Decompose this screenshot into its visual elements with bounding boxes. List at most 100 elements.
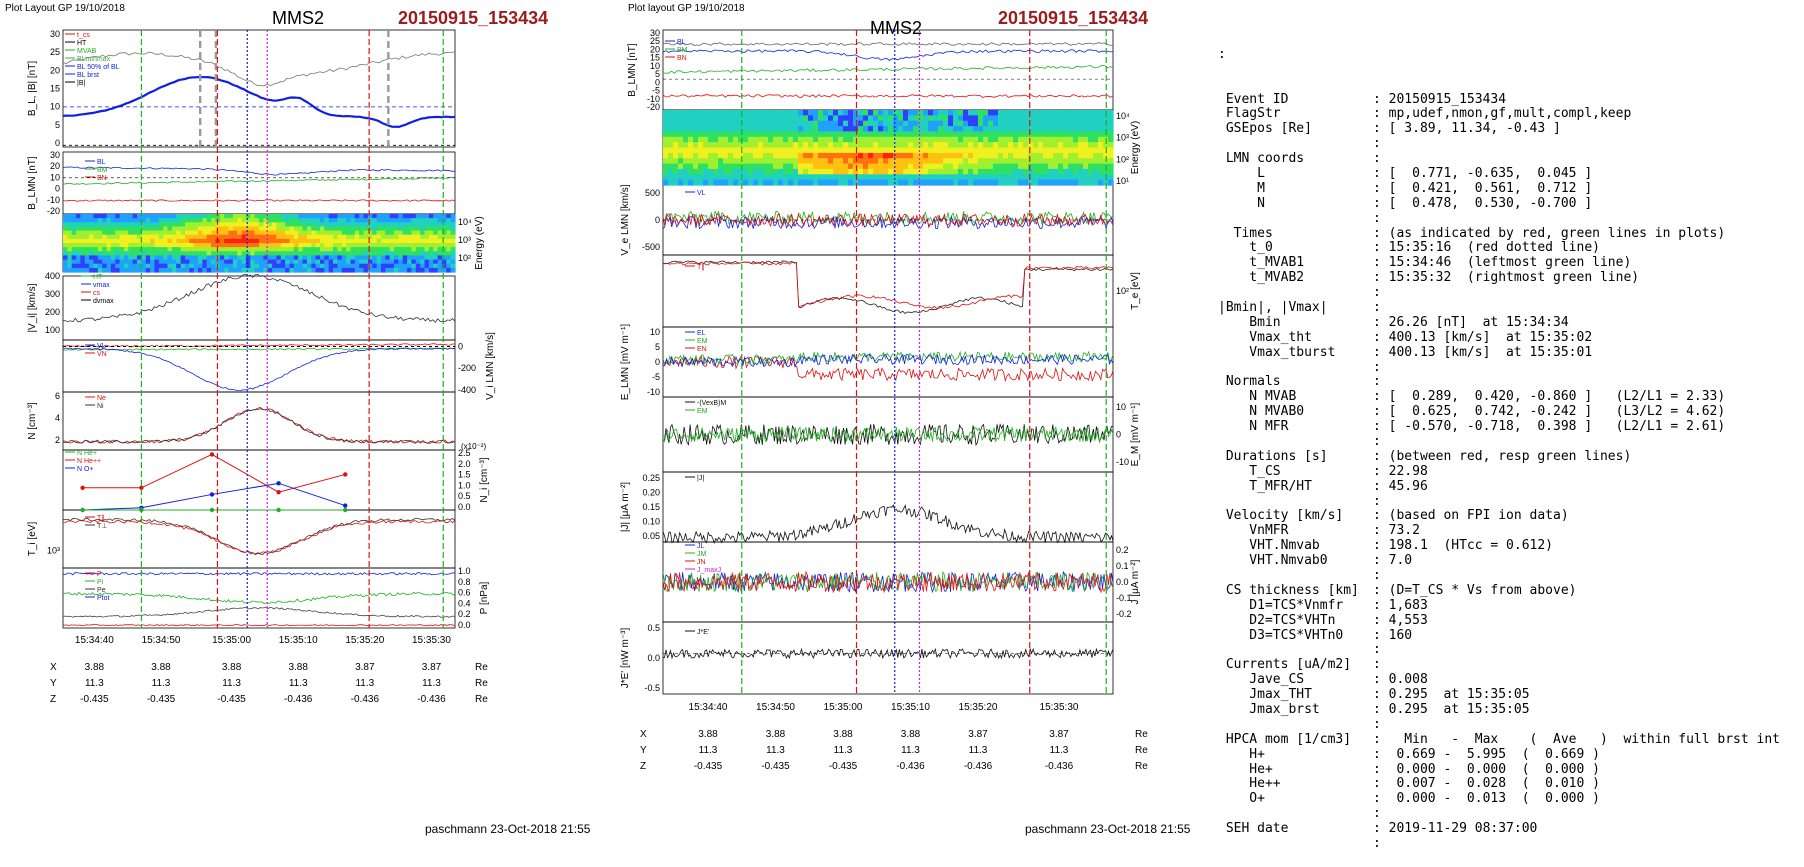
right-q2-spec-cell xyxy=(893,147,899,154)
right-pos-unit: Re xyxy=(1135,745,1148,756)
right-q2-spec-cell xyxy=(673,115,679,122)
right-q2-spec-cell xyxy=(753,163,759,170)
left-p3-spec-cell xyxy=(389,263,395,269)
left-p3-spec-cell xyxy=(141,243,147,248)
left-p3-spec-cell xyxy=(411,230,417,236)
right-q9-je-line xyxy=(662,647,1114,660)
right-q2-spec-cell xyxy=(738,120,744,127)
right-q2-spec-cell xyxy=(908,152,914,159)
left-p3-spec-cell xyxy=(71,247,77,252)
right-q2-spec-cell xyxy=(1073,152,1079,159)
info-value: : 0.000 - 0.000 ( 0.000 ) xyxy=(1373,762,1600,777)
left-p9-pe-line xyxy=(62,606,456,618)
right-q2-spec-cell xyxy=(673,158,679,165)
left-p5-vn-line xyxy=(62,343,455,348)
right-q2-spec-cell xyxy=(843,136,849,143)
left-p3-spec-cell xyxy=(163,230,169,236)
left-p1-legend-entry: t_cs xyxy=(77,32,90,39)
right-q2-spec-cell xyxy=(1018,163,1024,170)
right-q2-spec-cell xyxy=(798,152,804,159)
right-q2-spec-cell xyxy=(1028,147,1034,154)
right-q2-spec-cell xyxy=(1018,158,1024,165)
right-q2-spec-cell xyxy=(738,163,744,170)
info-value: : 400.13 [km/s] at 15:35:02 xyxy=(1373,330,1593,345)
left-p3-spec-cell xyxy=(446,263,452,269)
right-q2-spec-cell xyxy=(703,131,709,138)
left-p3-spec-cell xyxy=(437,247,443,252)
right-q2-spec-cell xyxy=(703,174,709,181)
left-p3-spec-cell xyxy=(180,259,186,265)
right-q2-spec-cell xyxy=(1033,136,1039,143)
right-q2-spec-cell xyxy=(793,174,799,181)
right-q2-spec-cell xyxy=(788,120,794,127)
right-q2-spec-cell xyxy=(923,142,929,149)
right-q2-spec-cell xyxy=(1068,136,1074,143)
right-q2-spec-cell xyxy=(788,147,794,154)
right-q2-spec-cell xyxy=(763,168,769,175)
right-q2-spec-cell xyxy=(883,120,889,127)
left-p3-spec-cell xyxy=(228,263,234,269)
left-p1-legend-entry: BL 50% of BL xyxy=(77,64,120,71)
left-p3-spec-cell xyxy=(145,218,151,223)
left-p3-spec-cell xyxy=(141,255,147,261)
left-p3-spec-cell xyxy=(407,255,413,261)
right-q2-spec-cell xyxy=(953,179,959,186)
left-p3-spec-cell xyxy=(176,259,182,265)
right-q2-spec-cell xyxy=(768,131,774,138)
right-q2-spec-cell xyxy=(898,115,904,122)
left-p4-legend-entry: vmax xyxy=(93,282,110,289)
left-p3-spec-cell xyxy=(354,251,360,256)
right-q2-spec-cell xyxy=(993,110,999,116)
right-q6-em-line xyxy=(662,426,1114,444)
left-p3-spec-cell xyxy=(63,226,68,232)
right-event-label: 20150915_153434 xyxy=(998,8,1149,28)
left-p3-spec-cell xyxy=(420,226,426,232)
right-q2-spec-cell xyxy=(908,110,914,116)
info-value: : 0.007 - 0.028 ( 0.010 ) xyxy=(1373,777,1600,792)
left-p3-spec-cell xyxy=(102,230,108,236)
right-q2-spec-cell xyxy=(933,115,939,122)
right-q2-spec-cell xyxy=(883,142,889,149)
right-q2-spec-cell xyxy=(703,163,709,170)
left-p3-spec-cell xyxy=(93,259,99,265)
right-q2-spec-cell xyxy=(773,131,779,138)
left-p3-spec-cell xyxy=(176,267,182,273)
left-pos-value: 11.3 xyxy=(222,678,241,689)
left-p3-spec-cell xyxy=(115,218,121,223)
left-p8-ylabel: T_i [eV] xyxy=(27,522,38,557)
left-p3-spec-cell xyxy=(97,238,103,244)
left-p3-spec-cell xyxy=(245,238,251,244)
left-p3-spec-cell xyxy=(302,222,308,227)
right-q2-spec-cell xyxy=(763,152,769,159)
left-p3-spec-cell xyxy=(93,247,99,252)
left-p3-spec-cell xyxy=(193,255,199,261)
left-p3-spec-cell xyxy=(272,263,278,269)
right-q2-spec-cell xyxy=(963,115,969,122)
left-p3-spec-cell xyxy=(167,251,173,256)
right-q5-tick: -5 xyxy=(652,372,660,382)
info-value: : 2019-11-29 08:37:00 xyxy=(1373,822,1538,837)
left-p3-spec-cell xyxy=(437,234,443,240)
right-q2-spec-cell xyxy=(773,179,779,186)
left-p3-spec-cell xyxy=(198,255,203,261)
right-q2-spec-cell xyxy=(728,168,734,175)
right-q2-spec-cell xyxy=(848,115,854,122)
left-p3-spec-cell xyxy=(71,267,77,273)
right-q2-spec-cell xyxy=(903,136,909,143)
left-p3-spec-cell xyxy=(289,243,295,248)
info-value: : xyxy=(1373,435,1381,449)
left-pos-label: Z xyxy=(50,694,56,705)
left-p3-spec-cell xyxy=(346,222,352,227)
right-q2-spec-cell xyxy=(668,110,674,116)
left-p3-spec-cell xyxy=(337,218,343,223)
right-q2-spec-cell xyxy=(678,131,684,138)
left-p3-spec-cell xyxy=(163,255,169,261)
right-q2-spec-cell xyxy=(733,120,739,127)
right-q2-spec-cell xyxy=(718,110,724,116)
left-p3-spec-cell xyxy=(367,234,373,240)
right-q2-spec-cell xyxy=(853,136,859,143)
left-p3-spec-cell xyxy=(189,222,195,227)
left-p3-spec-cell xyxy=(167,222,173,227)
right-q2-spec-cell xyxy=(708,115,714,122)
right-q2-spec-cell xyxy=(748,120,754,127)
